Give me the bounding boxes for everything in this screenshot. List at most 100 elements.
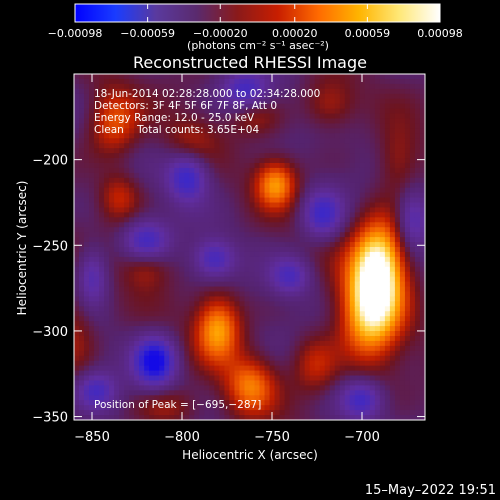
heatmap-cell — [114, 316, 120, 322]
heatmap-cell — [294, 93, 301, 100]
heatmap-cell — [399, 232, 406, 238]
heatmap-cell — [229, 316, 236, 322]
heatmap-cell — [309, 405, 316, 411]
heatmap-cell — [234, 390, 241, 396]
heatmap-cell — [194, 207, 200, 213]
heatmap-cell — [229, 182, 236, 189]
heatmap-cell — [339, 187, 346, 194]
heatmap-cell — [224, 242, 231, 248]
heatmap-cell — [354, 187, 361, 194]
heatmap-cell — [94, 385, 100, 391]
heatmap-cell — [134, 385, 140, 391]
heatmap-cell — [129, 276, 135, 283]
heatmap-cell — [129, 197, 135, 204]
heatmap-cell — [239, 380, 246, 386]
heatmap-cell — [369, 118, 376, 125]
heatmap-cell — [264, 103, 271, 110]
heatmap-cell — [314, 143, 321, 149]
heatmap-cell — [319, 182, 326, 189]
heatmap-cell — [214, 321, 221, 327]
heatmap-cell — [149, 321, 155, 327]
heatmap-cell — [414, 276, 421, 283]
heatmap-cell — [324, 118, 331, 125]
heatmap-cell — [89, 98, 95, 105]
heatmap-cell — [359, 143, 366, 149]
heatmap-cell — [279, 340, 286, 347]
heatmap-cell — [339, 276, 346, 283]
heatmap-cell — [324, 162, 331, 169]
heatmap-cell — [229, 247, 236, 253]
heatmap-cell — [209, 83, 215, 90]
heatmap-cell — [249, 153, 256, 159]
heatmap-cell — [184, 143, 190, 149]
heatmap-cell — [359, 153, 366, 159]
heatmap-cell — [124, 133, 130, 139]
heatmap-cell — [204, 207, 210, 213]
heatmap-cell — [149, 311, 155, 317]
heatmap-cell — [214, 118, 221, 125]
heatmap-cell — [419, 360, 425, 367]
heatmap-cell — [284, 370, 291, 377]
heatmap-cell — [319, 345, 326, 352]
heatmap-cell — [269, 296, 276, 302]
heatmap-cell — [144, 143, 150, 149]
heatmap-cell — [344, 74, 351, 80]
heatmap-cell — [374, 380, 381, 386]
heatmap-cell — [164, 380, 170, 386]
heatmap-cell — [344, 138, 351, 144]
heatmap-cell — [309, 148, 316, 154]
heatmap-cell — [309, 306, 316, 312]
heatmap-cell — [364, 192, 371, 199]
heatmap-cell — [309, 162, 316, 169]
heatmap-cell — [84, 261, 90, 268]
heatmap-cell — [99, 331, 105, 337]
heatmap-cell — [169, 306, 175, 312]
heatmap-cell — [104, 74, 110, 80]
heatmap-cell — [139, 390, 145, 396]
heatmap-cell — [204, 103, 210, 110]
heatmap-cell — [299, 380, 306, 386]
heatmap-cell — [414, 212, 421, 218]
heatmap-cell — [344, 380, 351, 386]
heatmap-cell — [239, 217, 246, 223]
heatmap-cell — [344, 291, 351, 298]
heatmap-cell — [259, 133, 266, 139]
heatmap-cell — [274, 321, 281, 327]
heatmap-cell — [74, 98, 80, 105]
heatmap-cell — [194, 103, 200, 110]
heatmap-cell — [304, 202, 311, 209]
heatmap-cell — [234, 331, 241, 337]
heatmap-cell — [194, 271, 200, 278]
heatmap-cell — [319, 98, 326, 105]
heatmap-cell — [139, 355, 145, 362]
heatmap-cell — [304, 172, 311, 179]
heatmap-cell — [124, 281, 130, 288]
heatmap-cell — [384, 261, 391, 268]
heatmap-cell — [284, 326, 291, 332]
heatmap-cell — [354, 167, 361, 174]
heatmap-cell — [204, 251, 210, 258]
heatmap-cell — [129, 321, 135, 327]
heatmap-cell — [234, 350, 241, 357]
heatmap-cell — [199, 143, 205, 149]
heatmap-cell — [139, 232, 145, 238]
heatmap-cell — [319, 296, 326, 302]
heatmap-cell — [394, 395, 401, 401]
heatmap-cell — [249, 331, 256, 337]
heatmap-cell — [384, 385, 391, 391]
heatmap-cell — [129, 247, 135, 253]
heatmap-cell — [289, 187, 296, 194]
heatmap-cell — [229, 331, 236, 337]
heatmap-cell — [104, 118, 110, 125]
heatmap-cell — [419, 187, 425, 194]
heatmap-cell — [234, 98, 241, 105]
heatmap-cell — [384, 331, 391, 337]
heatmap-cell — [84, 118, 90, 125]
heatmap-cell — [394, 167, 401, 174]
heatmap-cell — [384, 301, 391, 307]
heatmap-cell — [279, 256, 286, 263]
heatmap-cell — [179, 340, 185, 347]
heatmap-cell — [319, 133, 326, 139]
heatmap-cell — [334, 400, 341, 406]
heatmap-cell — [414, 143, 421, 149]
